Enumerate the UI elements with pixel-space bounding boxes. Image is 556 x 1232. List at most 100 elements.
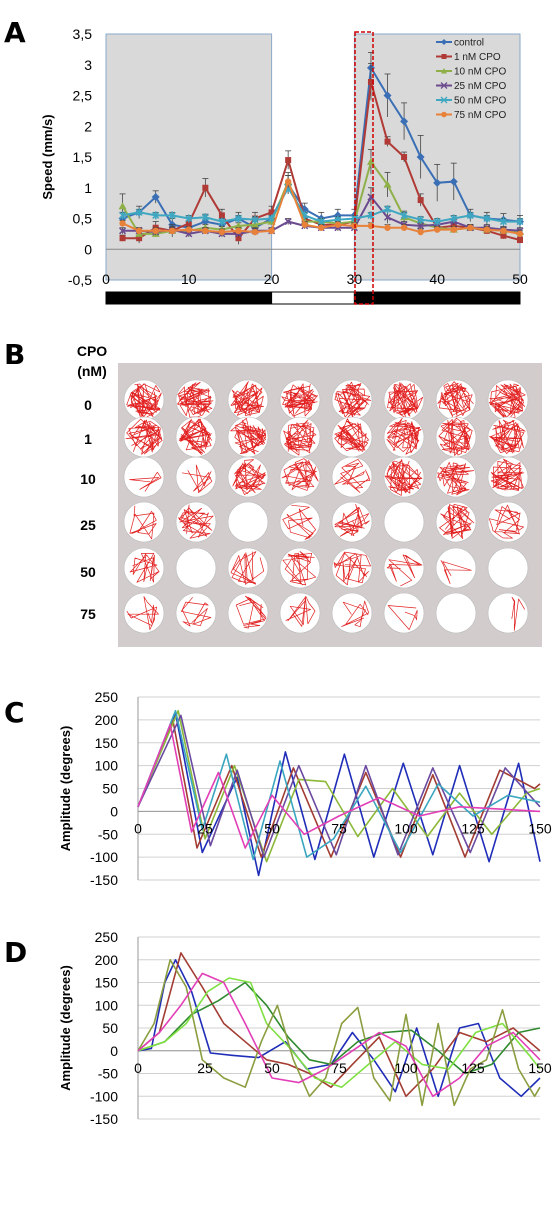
y-tick-label: 2,5 xyxy=(73,88,93,104)
x-tick-label: 50 xyxy=(512,271,528,287)
data-point xyxy=(119,211,127,220)
dark-period-bar xyxy=(105,291,273,305)
larva-track xyxy=(334,381,372,419)
well xyxy=(123,592,165,634)
larva-track xyxy=(341,600,370,628)
x-tick-label: 50 xyxy=(264,1060,280,1076)
well xyxy=(175,547,217,589)
well xyxy=(227,456,269,498)
well xyxy=(227,592,269,634)
row-label: 0 xyxy=(84,397,92,413)
y-tick-label: 100 xyxy=(95,758,119,774)
y-tick-label: 50 xyxy=(102,1020,118,1036)
legend-marker xyxy=(441,68,447,74)
row-label: 1 xyxy=(84,431,92,447)
data-point xyxy=(450,226,457,233)
data-point xyxy=(483,226,491,233)
data-point xyxy=(251,228,259,236)
larva-track xyxy=(282,551,317,586)
well xyxy=(487,592,529,634)
well xyxy=(435,592,477,634)
data-point xyxy=(119,235,126,242)
data-point xyxy=(118,202,127,210)
data-point xyxy=(450,214,458,223)
larva-track xyxy=(180,597,212,627)
data-point xyxy=(384,138,391,145)
data-point xyxy=(516,217,524,226)
larva-track xyxy=(181,464,213,494)
data-point xyxy=(317,217,325,226)
larva-track xyxy=(125,418,163,455)
legend-marker xyxy=(441,54,447,59)
well xyxy=(227,501,269,543)
well xyxy=(175,501,217,543)
panel-c-letter: C xyxy=(4,696,25,729)
data-point xyxy=(168,211,176,220)
x-tick-label: 0 xyxy=(102,271,110,287)
y-tick-label: 150 xyxy=(95,735,119,751)
well xyxy=(487,547,529,589)
larva-track xyxy=(488,504,524,539)
data-point xyxy=(169,227,176,234)
y-tick-label: 3 xyxy=(84,57,92,73)
row-label: 50 xyxy=(80,564,96,580)
highlight-box xyxy=(354,31,374,305)
data-point xyxy=(416,153,425,161)
larva-track xyxy=(235,595,267,629)
data-point xyxy=(318,224,325,231)
data-point xyxy=(218,228,226,236)
well xyxy=(175,592,217,634)
larva-track xyxy=(333,551,371,586)
legend-marker xyxy=(441,111,447,118)
larva-track xyxy=(386,417,422,455)
well xyxy=(123,501,165,543)
well xyxy=(331,547,373,589)
larva-track xyxy=(334,504,370,537)
data-point xyxy=(383,213,392,221)
x-tick-label: 50 xyxy=(264,820,280,836)
larva-track xyxy=(439,503,475,540)
data-point xyxy=(417,228,424,236)
data-point xyxy=(218,212,225,219)
row-label: 75 xyxy=(80,606,96,622)
larva-track xyxy=(490,458,525,491)
cpo-unit-header: (nM) xyxy=(77,363,107,379)
series-75-nm-cpo xyxy=(119,175,524,238)
y-tick-label: -0,5 xyxy=(68,272,92,288)
well xyxy=(279,592,321,634)
y-tick-label: 1,5 xyxy=(73,149,93,165)
y-tick-label: 250 xyxy=(95,689,119,705)
data-point xyxy=(152,227,159,234)
data-point xyxy=(185,220,192,227)
amplitude-chart-c: -150 -100 -50 0 50 100 150 200 250 0 25 50 75 100 125 1… xyxy=(58,689,552,888)
larva-track xyxy=(334,458,371,493)
data-point xyxy=(284,218,292,226)
y-axis-label: Speed (mm/s) xyxy=(40,114,55,199)
shaded-dark-period xyxy=(353,33,521,281)
data-point xyxy=(301,221,308,228)
x-tick-label: 100 xyxy=(394,820,418,836)
data-point xyxy=(500,227,507,234)
x-tick-label: 20 xyxy=(264,271,280,287)
data-point xyxy=(234,221,243,229)
data-point xyxy=(384,224,391,231)
data-point xyxy=(449,177,458,186)
data-point xyxy=(135,208,143,217)
y-tick-label: -50 xyxy=(98,826,118,842)
y-tick-label: 150 xyxy=(95,975,119,991)
larva-track xyxy=(387,382,424,419)
larva-track xyxy=(232,459,267,495)
series-line xyxy=(137,723,541,849)
y-tick-label: 3,5 xyxy=(73,26,93,42)
well xyxy=(487,501,529,543)
larva-track xyxy=(281,458,319,491)
y-tick-label: 100 xyxy=(95,997,119,1013)
larva-track xyxy=(230,417,267,455)
larva-track xyxy=(178,504,214,539)
x-tick-label: 150 xyxy=(528,820,552,836)
well xyxy=(331,501,373,543)
data-point xyxy=(119,220,126,227)
cpo-well-plate-panel: CPO (nM) 0 1 10 25 50 75 xyxy=(77,343,542,647)
panel-b-letter: B xyxy=(4,338,25,371)
well xyxy=(175,456,217,498)
